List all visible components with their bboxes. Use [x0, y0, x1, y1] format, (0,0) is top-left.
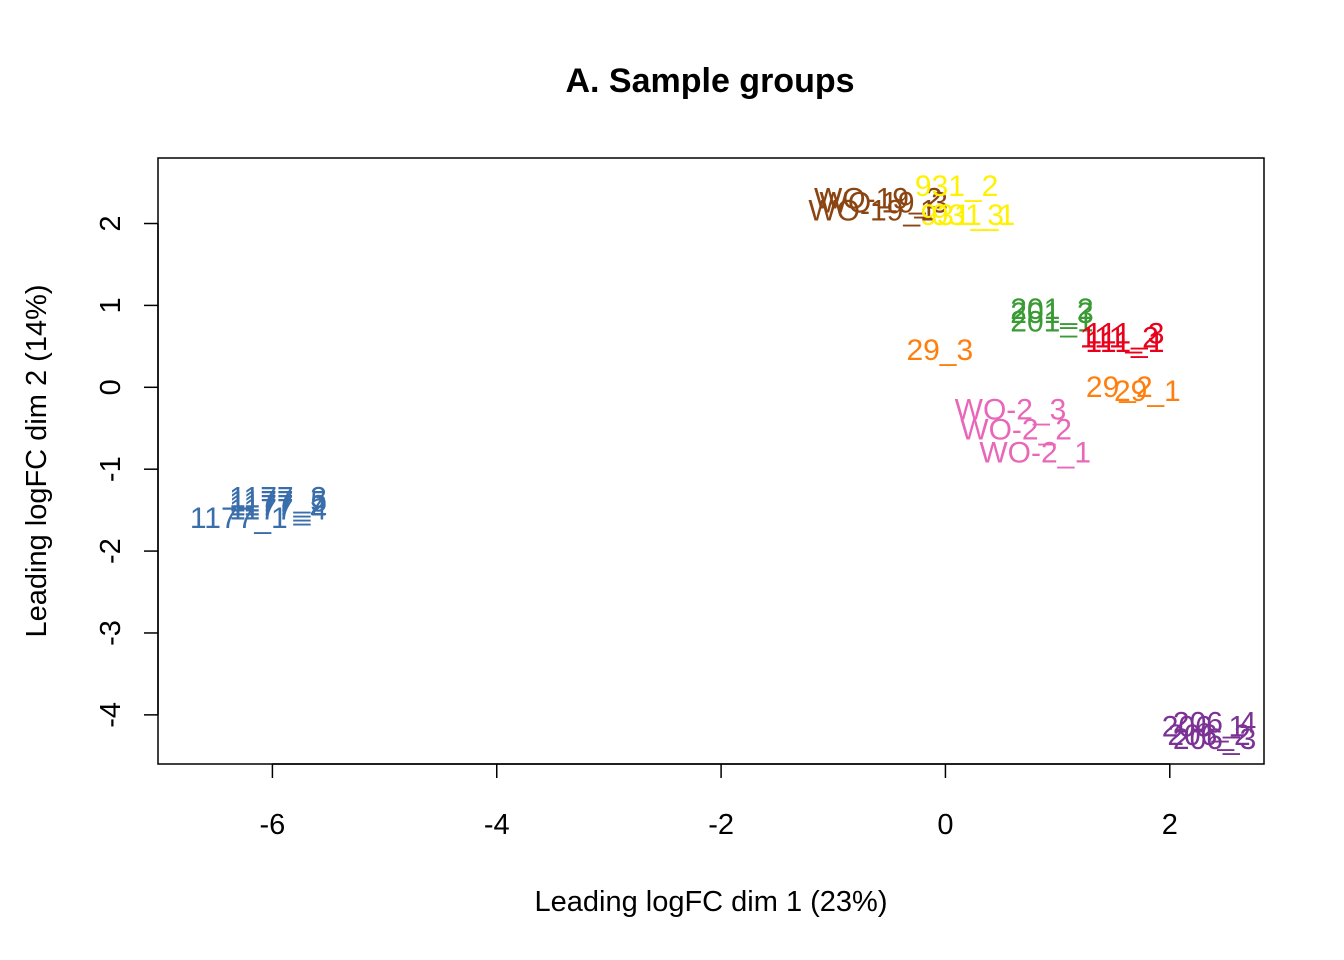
y-axis-label: Leading logFC dim 2 (14%) — [21, 284, 53, 637]
sample-label-201: 201_1 — [1010, 305, 1093, 338]
y-tick-label: 2 — [95, 215, 127, 231]
sample-label-201: 201_3 — [1010, 297, 1093, 330]
x-tick-label: -6 — [260, 809, 286, 841]
sample-label-1177: 1177_3 — [229, 481, 327, 514]
x-tick-label: 0 — [937, 809, 953, 841]
sample-label-wo-19: WO-19_2 — [814, 182, 942, 215]
x-axis-label: Leading logFC dim 1 (23%) — [534, 886, 887, 918]
sample-label-931: 931_2 — [915, 170, 998, 203]
sample-labels: 1177_11177_21177_31177_41177_5WO-19_1WO-… — [190, 170, 1257, 756]
sample-label-111: 111_3 — [1085, 318, 1164, 351]
sample-label-wo-2: WO-2_3 — [955, 394, 1067, 427]
x-tick-label: -4 — [484, 809, 510, 841]
y-tick-label: -3 — [95, 620, 127, 646]
sample-label-1177: 1177_2 — [229, 490, 327, 523]
plot-frame — [157, 157, 1265, 765]
y-tick-label: -4 — [95, 702, 127, 728]
sample-label-1177: 1177_1 — [190, 502, 288, 535]
sample-label-29: 29_2 — [1086, 371, 1153, 404]
sample-label-206: 206_2 — [1167, 719, 1250, 752]
sample-label-1177: 1177_4 — [229, 494, 327, 527]
sample-label-1177: 1177_5 — [229, 485, 327, 518]
sample-label-29: 29_3 — [906, 334, 973, 367]
x-tick-label: -2 — [708, 809, 734, 841]
sample-label-931: 931_1 — [932, 199, 1015, 232]
y-tick-label: -1 — [95, 456, 127, 482]
sample-label-206: 206_3 — [1173, 723, 1256, 756]
sample-label-wo-2: WO-2_2 — [960, 413, 1072, 446]
sample-label-111: 111_1 — [1085, 326, 1164, 359]
x-axis: -6 -4 -2 0 2 — [260, 763, 1178, 841]
sample-label-wo-19: WO-19_1 — [808, 195, 936, 228]
sample-label-201: 201_2 — [1010, 293, 1093, 326]
sample-label-wo-19: WO-19_3 — [820, 187, 948, 220]
sample-label-206: 206_4 — [1173, 707, 1256, 740]
y-tick-label: -2 — [95, 538, 127, 564]
sample-label-931: 931_3 — [921, 199, 1004, 232]
sample-label-wo-2: WO-2_1 — [979, 436, 1091, 469]
sample-label-29: 29_1 — [1114, 375, 1181, 408]
sample-label-206: 206_1 — [1162, 711, 1245, 744]
y-tick-label: 1 — [95, 297, 127, 313]
chart-title: A. Sample groups — [565, 62, 854, 100]
sample-label-111: 111_2 — [1080, 322, 1159, 355]
x-tick-label: 2 — [1162, 809, 1178, 841]
y-tick-label: 0 — [95, 379, 127, 395]
y-axis: -4 -3 -2 -1 0 1 2 — [95, 215, 159, 728]
